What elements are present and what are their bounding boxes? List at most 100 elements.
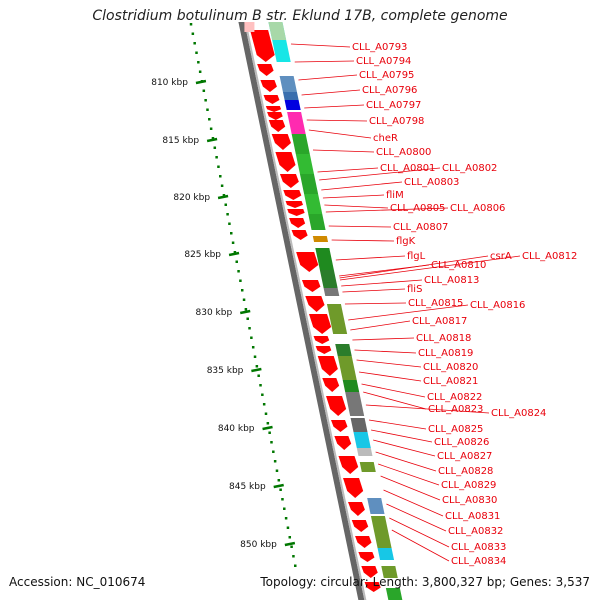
forward-gene [260,80,277,92]
scale-dot [217,165,220,168]
forward-gene [244,22,255,32]
forward-gene [250,30,275,62]
forward-gene [271,134,291,150]
gene-label: CLL_A0813 [424,275,479,286]
scale-label: 845 kbp [229,482,266,492]
gene-leader-line [298,74,358,81]
annotated-feature [312,236,329,242]
scale-dot [195,51,198,54]
annotated-feature [367,498,385,514]
forward-gene [309,314,332,334]
forward-gene [313,336,330,344]
gene-leader-line [324,204,389,209]
gene-leader-line [391,529,450,562]
forward-gene [267,112,283,120]
gene-leader-line [344,302,407,305]
scale-dot [292,555,295,558]
scale-dot [231,241,235,244]
gene-leader-line [389,517,450,548]
backbone-layer [238,22,367,600]
scale-dot [277,479,281,482]
gene-label: CLL_A0833 [451,542,506,553]
scale-dot [240,289,244,292]
forward-gene [326,396,347,416]
annotated-feature [323,288,340,296]
scale-dot [273,460,277,463]
gene-label: CLL_A0796 [362,85,417,96]
gene-label: CLL_A0825 [428,424,483,435]
gene-label: CLL_A0801 [380,163,435,174]
forward-gene [257,64,274,76]
gene-label: CLL_A0821 [423,376,478,387]
scale-dot [279,488,282,491]
gene-label: CLL_A0797 [366,100,421,111]
forward-gene [338,456,359,474]
scale-dot [209,127,213,130]
gene-label: CLL_A0827 [437,451,492,462]
gene-label: CLL_A0822 [427,392,482,403]
gene-leader-line [321,181,403,191]
forward-gene [275,152,296,172]
annotated-feature [282,92,299,100]
accession-text: Accession: NC_010674 [9,575,146,589]
scale-label: 815 kbp [162,136,199,146]
scale-tick [206,137,218,143]
forward-gene [358,552,375,562]
gene-leader-line [386,503,447,532]
gene-leader-line [356,359,422,368]
forward-gene [361,566,378,578]
scale-dot [270,441,273,444]
scale-dot [286,526,290,529]
gene-label: CLL_A0810 [431,260,486,271]
gene-label: CLL_A0800 [376,147,431,158]
topology-text: Topology: circular; Length: 3,800,327 bp… [260,575,590,589]
gene-label: CLL_A0806 [450,203,505,214]
gene-label: fliM [386,190,404,201]
gene-leader-line [335,255,406,261]
annotated-feature [287,112,306,134]
annotated-feature [381,566,398,578]
gene-label: CLL_A0832 [448,526,503,537]
scale-dot [222,194,226,197]
scale-label: 835 kbp [207,366,244,376]
scale-dot [189,23,193,26]
scale-dot [197,61,200,64]
scale-dot [281,498,284,501]
annotated-feature [299,174,319,194]
scale-dot [226,213,229,216]
scale-dot [204,99,207,102]
forward-gene [291,230,308,240]
scale-dot [268,431,271,434]
gene-label: CLL_A0803 [404,177,459,188]
scale-dot [272,450,275,453]
gene-label: CLL_A0812 [522,251,577,262]
annotated-feature [377,548,395,560]
forward-gene [301,280,321,292]
scale-tick [251,367,262,373]
annotated-feature [370,516,389,532]
gene-leader-line [325,207,449,213]
forward-gene [348,502,365,516]
gene-leader-line [339,255,521,281]
scale-tick [217,194,229,200]
gene-label: CLL_A0831 [445,511,500,522]
scale-layer: 810 kbp 815 kbp 820 kbp 825 kbp 830 kbp 835 k… [151,23,297,567]
annotated-feature [284,100,301,110]
gene-leader-line [370,429,433,443]
forward-gene [263,95,280,104]
forward-gene [317,356,338,376]
scale-dot [244,308,248,311]
scale-dot [235,260,238,263]
scale-dot [230,232,233,235]
forward-gene [265,106,282,112]
gene-leader-line [306,119,368,122]
gene-leader-line [365,404,490,414]
genome-backbone [238,22,365,600]
scale-dot [261,393,264,396]
gene-leader-line [339,255,489,279]
gene-leader-line [342,288,406,293]
gene-leader-line [290,43,351,48]
scale-dot [262,403,266,406]
annotated-feature [308,214,326,230]
gene-label: CLL_A0815 [408,298,463,309]
